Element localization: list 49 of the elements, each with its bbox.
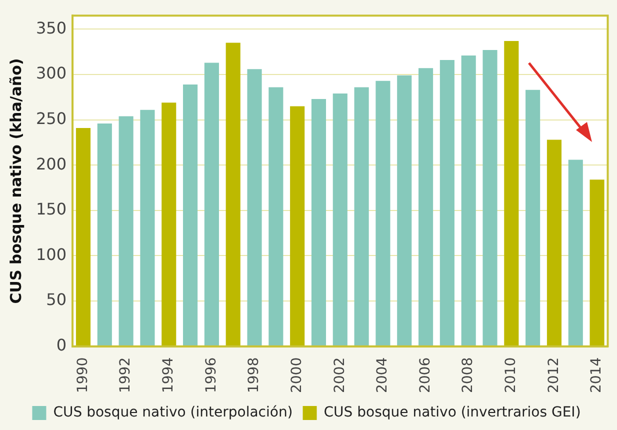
bar xyxy=(590,180,604,346)
bar xyxy=(397,75,412,346)
x-tick-label: 2000 xyxy=(288,357,305,394)
bar xyxy=(461,55,476,346)
y-tick-label: 200 xyxy=(36,154,67,174)
bar xyxy=(526,90,540,346)
bar xyxy=(204,62,219,346)
x-tick-label: 2002 xyxy=(332,357,348,394)
bar xyxy=(311,98,326,346)
bar xyxy=(162,102,176,346)
y-tick-label: 150 xyxy=(36,200,67,219)
bar xyxy=(183,84,198,346)
y-tick-label: 300 xyxy=(36,64,67,83)
bar xyxy=(268,87,284,346)
y-tick-label: 0 xyxy=(56,336,67,355)
y-tick-label: 50 xyxy=(46,290,67,310)
x-tick-label: 1990 xyxy=(74,357,91,394)
bar xyxy=(290,106,305,346)
bar xyxy=(140,110,155,346)
bar xyxy=(376,80,390,346)
bar xyxy=(332,94,348,346)
y-axis-title: CUS bosque nativo (kha/año) xyxy=(6,58,25,304)
y-tick-label: 100 xyxy=(36,244,67,264)
x-tick-label: 2014 xyxy=(588,357,605,394)
x-tick-label: 1994 xyxy=(160,357,177,394)
bar xyxy=(226,42,240,346)
bar xyxy=(418,68,434,346)
x-tick-label: 2004 xyxy=(374,357,391,394)
legend-label: CUS bosque nativo (invertrarios GEI) xyxy=(324,404,581,421)
bar xyxy=(546,140,562,346)
x-tick-label: 1992 xyxy=(118,357,134,394)
bar xyxy=(504,40,519,346)
bar xyxy=(97,123,112,346)
x-tick-label: 2012 xyxy=(546,357,562,394)
x-tick-label: 2008 xyxy=(460,357,476,394)
bar xyxy=(118,116,134,346)
legend-label: CUS bosque nativo (interpolación) xyxy=(53,404,293,421)
x-tick-label: 2006 xyxy=(417,357,434,394)
x-tick-label: 1998 xyxy=(246,357,262,394)
y-tick-label: 350 xyxy=(36,18,67,38)
bar xyxy=(76,128,91,346)
bar xyxy=(247,69,262,346)
x-tick-label: 1996 xyxy=(203,357,220,394)
bar xyxy=(568,160,583,346)
bar xyxy=(440,60,454,346)
bar xyxy=(482,50,498,346)
x-tick-label: 2010 xyxy=(503,357,520,394)
bar xyxy=(354,87,369,346)
y-tick-label: 250 xyxy=(36,108,67,128)
